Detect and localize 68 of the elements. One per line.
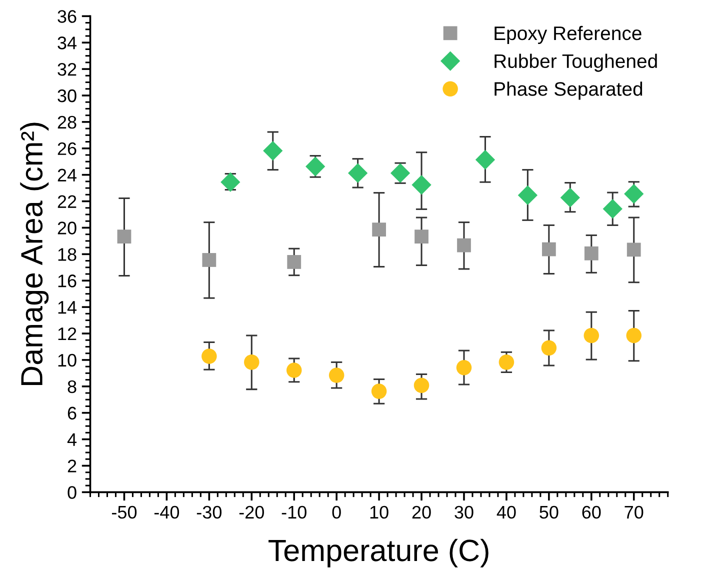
y-tick-label: 0 [68, 486, 76, 499]
x-tick-label: 40 [496, 506, 516, 519]
point [626, 328, 642, 344]
y-tick-label: 24 [58, 168, 77, 182]
point [457, 238, 471, 252]
x-tick-label: -10 [282, 506, 306, 519]
x-tick-label: -40 [154, 506, 180, 519]
y-tick-label: 6 [68, 406, 76, 420]
y-tick-label: 36 [58, 10, 76, 23]
point [498, 354, 514, 370]
x-tick-label: 70 [624, 506, 644, 519]
point [560, 188, 580, 208]
point [263, 140, 283, 161]
x-tick-label: -30 [196, 506, 222, 519]
point [414, 378, 430, 393]
y-tick-label: 8 [68, 380, 76, 394]
y-tick-label: 20 [58, 222, 76, 234]
y-tick-label: 12 [58, 327, 76, 340]
point [117, 230, 132, 244]
point [518, 185, 538, 206]
y-tick-label: 14 [58, 301, 77, 314]
y-tick-label: 28 [58, 116, 76, 129]
y-tick-label: 30 [58, 89, 76, 102]
y-tick-label: 4 [67, 433, 77, 446]
point [456, 360, 472, 376]
x-tick-label: 20 [412, 506, 431, 519]
x-tick-label: -20 [239, 506, 264, 519]
legend-label: Epoxy Reference [494, 26, 642, 44]
x-tick-label: 10 [370, 506, 388, 519]
point [626, 242, 641, 257]
point [475, 150, 496, 170]
point [306, 156, 326, 176]
y-tick-label: 22 [58, 195, 76, 208]
point [371, 384, 387, 399]
point [602, 198, 622, 219]
point [286, 362, 302, 378]
y-tick-label: 16 [58, 274, 76, 288]
y-tick-label: 26 [58, 142, 76, 156]
x-tick-label: 30 [454, 506, 474, 519]
point [202, 253, 216, 267]
x-axis-title: Temperature (C) [268, 538, 488, 568]
point [372, 222, 386, 237]
y-tick-label: 34 [58, 36, 77, 50]
y-axis-title: Damage Area (cm²) [20, 122, 49, 385]
y-tick-label: 18 [58, 248, 76, 261]
x-tick-label: -50 [112, 506, 137, 519]
y-tick-label: 2 [68, 460, 76, 472]
point [542, 242, 556, 256]
point [584, 246, 598, 260]
point [220, 172, 240, 192]
point [244, 354, 260, 370]
y-tick-label: 10 [58, 354, 76, 367]
point [624, 184, 644, 204]
point [202, 348, 217, 364]
point [390, 163, 410, 183]
x-tick-label: 50 [540, 506, 558, 519]
point [412, 175, 432, 195]
legend-label: Phase Separated [494, 82, 642, 100]
point [414, 230, 428, 244]
y-tick-label: 32 [58, 62, 76, 76]
point [348, 163, 368, 183]
point [287, 255, 302, 269]
point [541, 340, 557, 356]
legend-label: Rubber Toughened [494, 54, 657, 72]
point [584, 328, 600, 344]
x-tick-label: 0 [332, 506, 341, 519]
point [328, 368, 344, 383]
x-tick-label: 60 [582, 506, 601, 519]
